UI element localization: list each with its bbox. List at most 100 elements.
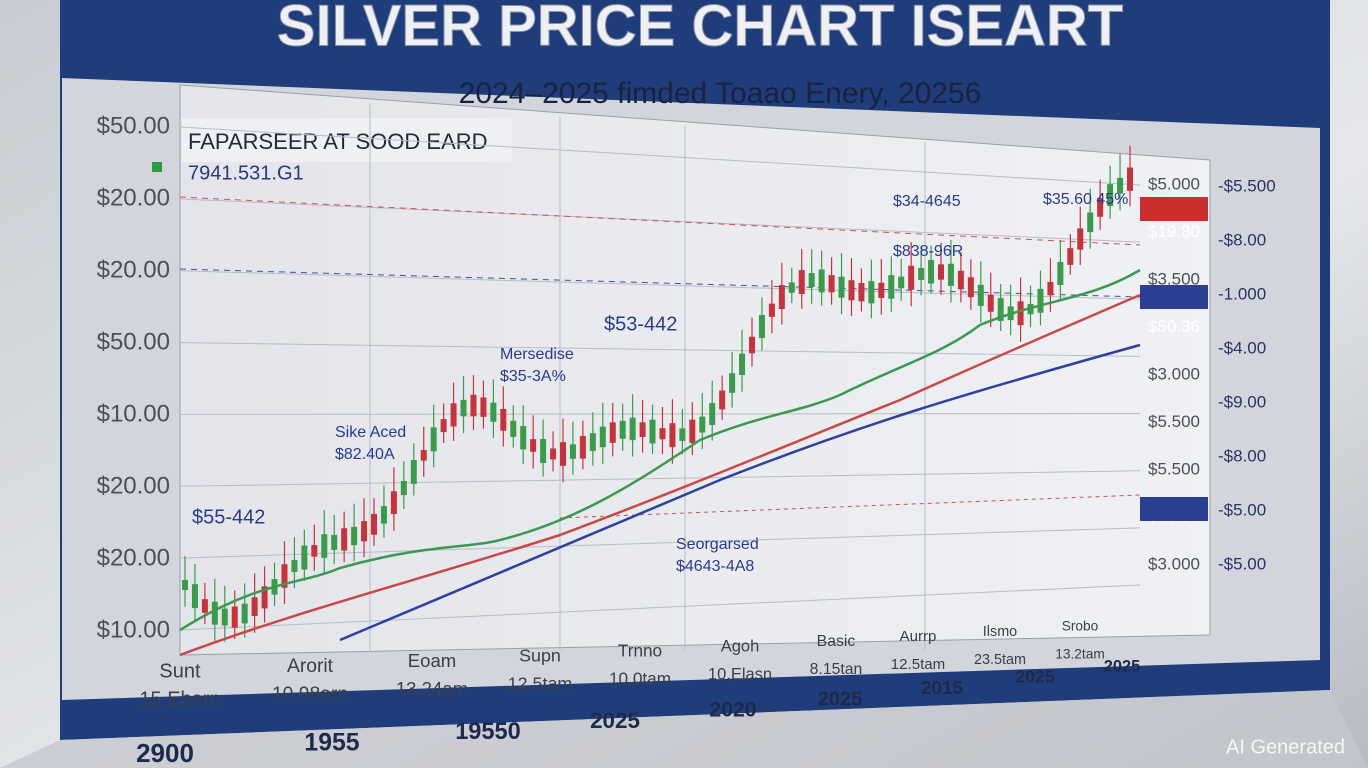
legend-swatch [152,162,162,172]
candle-body [669,423,676,448]
legend-box [182,118,512,162]
candle-body [659,428,666,440]
time-label: Agoh [721,637,760,655]
candle-body [380,506,387,524]
left-axis-label: $50.00 [97,328,170,355]
candle-body [281,564,288,588]
year-label: 2025 [818,688,863,710]
candle-body [729,373,736,393]
candle-body [1117,177,1124,194]
candle-body [1057,261,1064,285]
lower-line [559,494,1141,519]
candle-body [231,606,238,628]
candle-body [490,402,497,422]
candle-body [709,403,716,425]
annotation: $55-442 [192,506,265,528]
annotation: $34-4645 [893,193,961,210]
candle-body [938,264,944,280]
candle-body [450,403,457,427]
candle-body [1107,184,1114,207]
candle-body [977,284,984,306]
candle-body [749,336,755,354]
candle-body [510,420,517,437]
candle-body [699,416,706,433]
ma-green [179,268,1141,632]
year-label: 2900 [136,738,194,768]
time-label: Basic [817,633,856,650]
time-label: 12.5tam [508,674,573,694]
candle-body [470,394,477,417]
right-axis-label: $3.500 [1148,269,1200,288]
candle-body [739,353,746,375]
candle-body [221,608,228,626]
right-axis-outer-label: -1.000 [1218,284,1266,303]
candle-body [947,263,954,286]
candle-body [848,280,855,301]
left-axis-label: $20.00 [97,472,170,499]
right-axis-outer-label: -$5.500 [1218,176,1276,195]
year-label: 2025 [1104,657,1140,675]
candle-body [1097,197,1104,217]
candle-body [261,586,268,609]
candle-body [768,303,775,317]
legend-heading: FAPARSEER AT SOOD EARD [188,129,488,154]
candle-body [599,426,606,448]
annotation: $35.60 45% [1043,191,1128,208]
annotation: $82.40A [335,446,395,463]
candle-body [997,298,1004,322]
candle-body [838,276,845,298]
right-axis-label: $3.000 [1148,554,1200,573]
time-label: Eoam [408,650,457,671]
right-axis-outer-label: -$4.00 [1218,338,1266,357]
candle-body [251,597,258,616]
candle-body [241,603,248,624]
right-axis-outer-label: -$9.00 [1218,392,1266,411]
price-tag-blue [1140,285,1208,309]
candle-body [888,275,895,299]
candle-body [579,436,586,459]
candle-body [679,428,686,441]
time-label: Trnno [618,641,662,661]
candle-body [301,545,308,570]
right-axis-outer-label: -$8.00 [1218,446,1266,465]
candle-body [928,260,935,284]
candle-body [987,294,994,312]
right-axis-label: $50.36 [1148,317,1200,336]
year-label: 2025 [590,708,640,733]
candle-body [898,276,905,289]
time-label: Sunt [159,660,201,682]
candle-body [361,521,368,542]
candle-body [778,285,785,310]
left-axis-label: $50.00 [97,112,170,139]
candle-body [201,599,208,613]
annotation: Sike Aced [335,424,406,441]
title: SILVER PRICE CHART ISEART [277,0,1123,58]
time-label: 12.5tam [891,656,946,673]
right-axis-label: $5.000 [1148,174,1200,193]
candle-body [1037,288,1044,313]
candle-body [351,526,358,546]
candle-body [1087,212,1094,233]
candle-body [639,422,646,438]
time-label: Supn [519,646,561,666]
left-axis-label: $20.00 [97,184,170,211]
time-label: 10,98arn [272,684,348,705]
candle-body [878,282,885,299]
right-axis-outer-label: -$8.00 [1218,230,1266,249]
time-label: 8.15tan [810,661,863,678]
time-label: Ilsmo [983,624,1017,640]
candle-body [629,417,636,441]
time-label: Aurrp [900,628,937,645]
year-label: 2020 [709,699,756,722]
time-label: Srobo [1062,619,1099,634]
left-axis-label: $20.00 [97,544,170,571]
time-label: Arorit [287,656,334,677]
candle-body [480,397,487,417]
candle-body [868,281,875,304]
candle-body [1077,228,1084,250]
ma-blue [339,343,1141,642]
price-tag-red [1140,197,1208,221]
candle-body [967,277,974,298]
